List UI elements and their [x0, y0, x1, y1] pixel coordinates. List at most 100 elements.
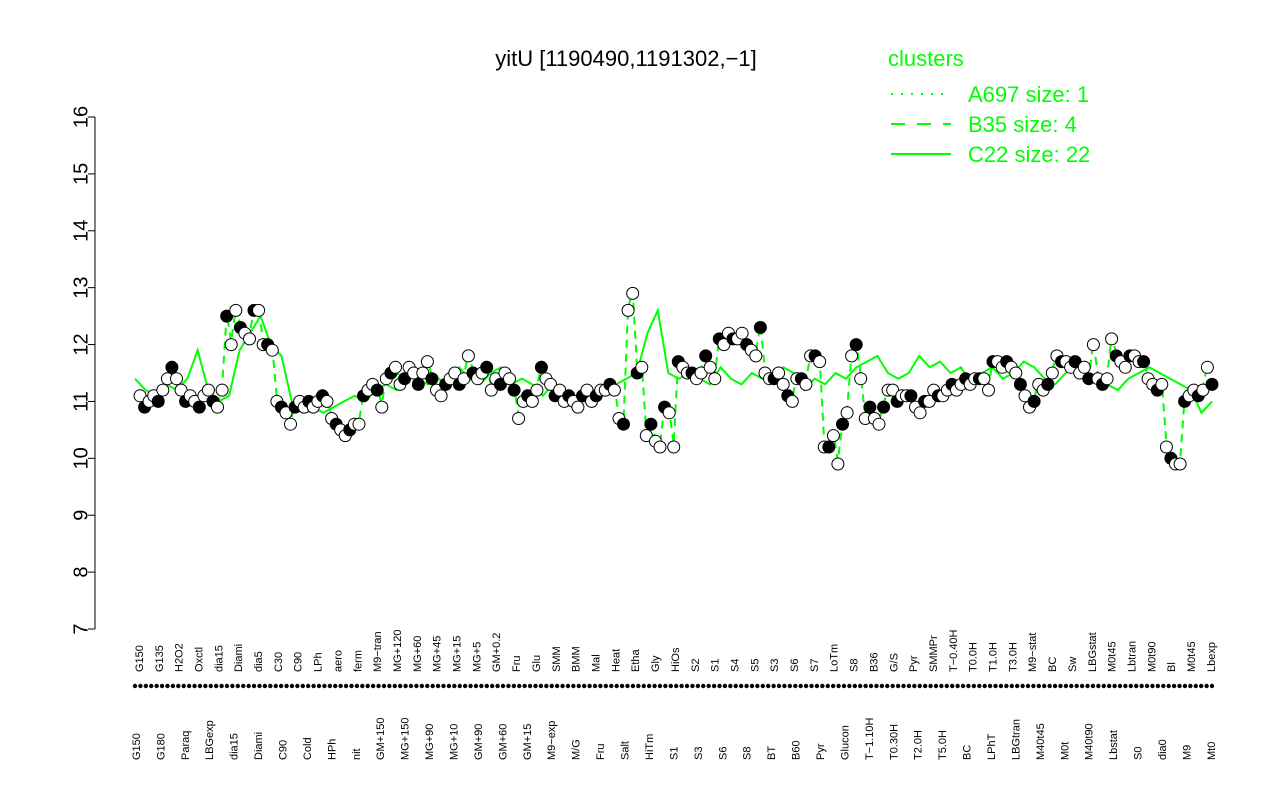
- data-point: [1086, 338, 1100, 352]
- x-tick-dot: [646, 683, 652, 689]
- x-tick-dot: [1042, 683, 1047, 689]
- legend-title: clusters: [888, 46, 964, 71]
- data-point: [840, 406, 854, 420]
- x-tick-label-top: S1: [710, 659, 722, 672]
- x-tick-dot: [614, 683, 619, 689]
- x-tick-label-bottom: MG+150: [400, 718, 412, 761]
- x-tick-dot: [641, 683, 646, 689]
- x-tick-label-top: G/S: [888, 653, 900, 672]
- y-tick-label: 8: [70, 567, 92, 578]
- data-point: [389, 360, 402, 374]
- x-tick-dot: [582, 683, 587, 689]
- data-point: [836, 417, 849, 431]
- x-tick-dot: [284, 683, 289, 689]
- x-tick-dot: [316, 683, 322, 689]
- y-tick-label: 12: [70, 333, 92, 355]
- x-tick-label-bottom: M40t90: [1084, 723, 1096, 760]
- legend-label: B35 size: 4: [968, 112, 1077, 137]
- x-tick-dot: [609, 683, 614, 689]
- data-point: [662, 406, 676, 420]
- x-tick-label-top: dia5: [253, 651, 265, 672]
- x-tick-dot: [1101, 683, 1106, 689]
- x-tick-label-bottom: Mt0: [1206, 742, 1218, 760]
- x-tick-label-top: SMMPr: [928, 635, 940, 672]
- x-tick-label-bottom: nit: [351, 748, 363, 760]
- x-tick-label-top: S4: [729, 659, 741, 672]
- x-tick-dot: [1014, 683, 1020, 689]
- x-tick-dot: [1079, 683, 1085, 689]
- x-tick-dot: [484, 683, 489, 689]
- x-tick-dot: [462, 683, 468, 689]
- x-tick-dot: [186, 683, 192, 689]
- data-point: [872, 417, 886, 431]
- data-point: [776, 377, 790, 391]
- x-tick-label-top: S2: [690, 659, 702, 672]
- data-point: [822, 440, 836, 454]
- x-tick-label-top: M0t45: [1186, 641, 1198, 672]
- x-tick-dot: [273, 683, 278, 689]
- x-tick-label-top: MG+45: [432, 636, 444, 672]
- data-point: [863, 400, 877, 414]
- x-tick-dot: [960, 683, 966, 689]
- x-tick-dot: [435, 683, 441, 689]
- data-point: [1159, 440, 1173, 454]
- data-point: [1173, 457, 1187, 471]
- data-point: [617, 417, 630, 431]
- y-tick-label: 13: [70, 277, 92, 299]
- data-point: [607, 383, 621, 397]
- x-tick-dot: [192, 683, 197, 689]
- data-point: [480, 360, 494, 374]
- x-tick-dot: [495, 683, 500, 689]
- x-tick-label-top: Fru: [511, 656, 523, 673]
- x-tick-label-bottom: Pyr: [815, 743, 827, 760]
- x-tick-dot: [489, 683, 495, 689]
- data-point: [534, 360, 548, 374]
- x-tick-dot: [419, 683, 425, 689]
- x-tick-label-top: Heat: [610, 649, 622, 672]
- x-tick-dot: [1025, 683, 1031, 689]
- x-tick-dot: [1117, 683, 1123, 689]
- x-tick-dot: [408, 683, 414, 689]
- x-tick-dot: [246, 683, 251, 689]
- x-tick-label-top: Oxctl: [193, 647, 205, 672]
- data-point: [854, 372, 868, 386]
- x-tick-dot: [554, 683, 560, 689]
- x-tick-dot: [652, 683, 657, 689]
- x-tick-dot: [933, 683, 939, 689]
- data-point: [525, 394, 539, 408]
- y-tick-label: 14: [70, 220, 92, 242]
- x-tick-dot: [971, 683, 977, 689]
- x-tick-dot: [939, 683, 944, 689]
- x-tick-label-bottom: M0t: [1059, 742, 1071, 760]
- x-tick-dot: [771, 683, 776, 689]
- x-tick-dot: [1150, 683, 1155, 689]
- x-tick-label-top: S8: [849, 659, 861, 672]
- x-tick-dot: [300, 683, 305, 689]
- data-point: [192, 400, 206, 414]
- x-tick-dot: [241, 683, 246, 689]
- x-tick-label-bottom: Glucon: [839, 725, 851, 760]
- x-tick-dot: [1047, 683, 1052, 689]
- x-tick-label-bottom: G150: [131, 733, 143, 760]
- x-tick-dot: [701, 683, 706, 689]
- data-points: [133, 286, 1219, 471]
- y-tick-label: 15: [70, 163, 92, 185]
- data-point: [708, 372, 722, 386]
- data-point: [626, 286, 640, 300]
- x-tick-label-top: Glu: [531, 655, 543, 672]
- x-tick-dot: [1177, 683, 1182, 689]
- x-tick-label-top: MG+15: [452, 636, 464, 672]
- data-point: [1105, 332, 1119, 346]
- x-tick-label-top: G135: [154, 645, 166, 672]
- x-tick-dot: [1139, 683, 1144, 689]
- y-tick-label: 9: [70, 510, 92, 521]
- x-tick-label-bottom: dia15: [229, 733, 241, 760]
- data-point: [877, 400, 891, 414]
- x-tick-dot: [977, 683, 982, 689]
- x-tick-dot: [766, 683, 771, 689]
- data-point: [229, 303, 243, 317]
- x-tick-dot: [852, 683, 858, 689]
- x-tick-dot: [397, 683, 403, 689]
- x-tick-dot: [711, 683, 717, 689]
